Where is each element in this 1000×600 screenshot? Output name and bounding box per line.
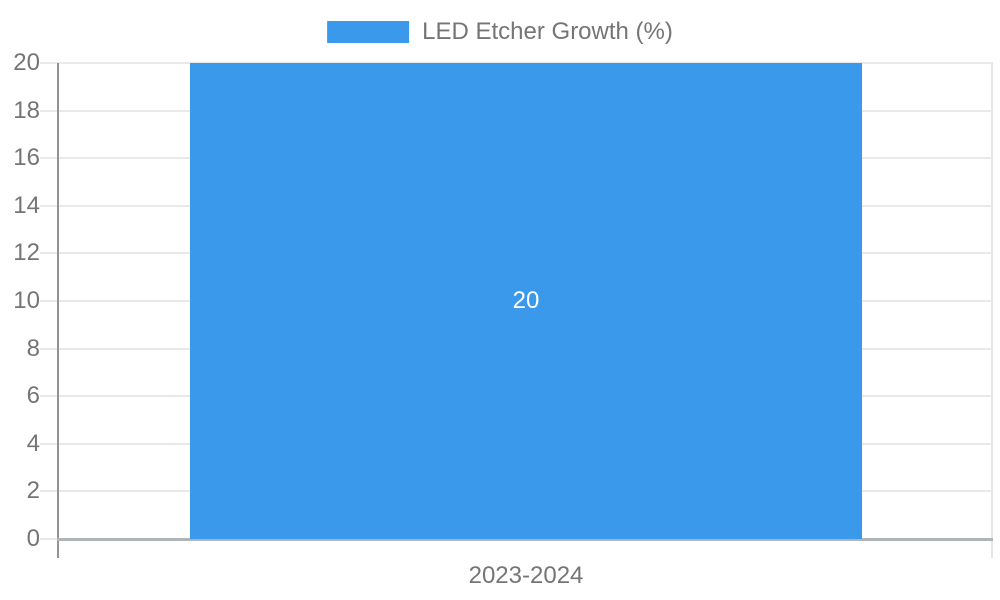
y-axis-tick-label: 4: [26, 429, 40, 457]
y-axis-tick-label: 8: [26, 334, 40, 362]
y-axis-line: [57, 63, 59, 558]
legend-label: LED Etcher Growth (%): [422, 18, 673, 45]
y-axis-tick-label: 12: [13, 239, 40, 267]
y-axis-tick-label: 10: [13, 287, 40, 314]
y-axis-tick-label: 2: [26, 477, 40, 505]
x-axis-line: [57, 538, 993, 541]
y-axis-tick-label: 18: [13, 96, 40, 124]
y-axis-tick-label: 20: [13, 49, 40, 76]
x-axis-category-label: 2023-2024: [468, 562, 584, 589]
plot-area: 20 2023-2024 0 2 4 6 8 10 12 14 16 18 20: [13, 51, 993, 589]
bar-data-label: 20: [512, 287, 540, 314]
bar-2023-2024[interactable]: 20: [190, 63, 862, 539]
y-axis-tick-label: 14: [13, 191, 40, 219]
y-axis-tick-label: 16: [13, 144, 40, 172]
y-axis-tick-label: 0: [26, 525, 40, 552]
legend[interactable]: LED Etcher Growth (%): [327, 18, 673, 46]
legend-swatch: [327, 21, 410, 43]
y-axis-tick-label: 6: [26, 382, 40, 410]
plot-right-border: [991, 63, 993, 558]
